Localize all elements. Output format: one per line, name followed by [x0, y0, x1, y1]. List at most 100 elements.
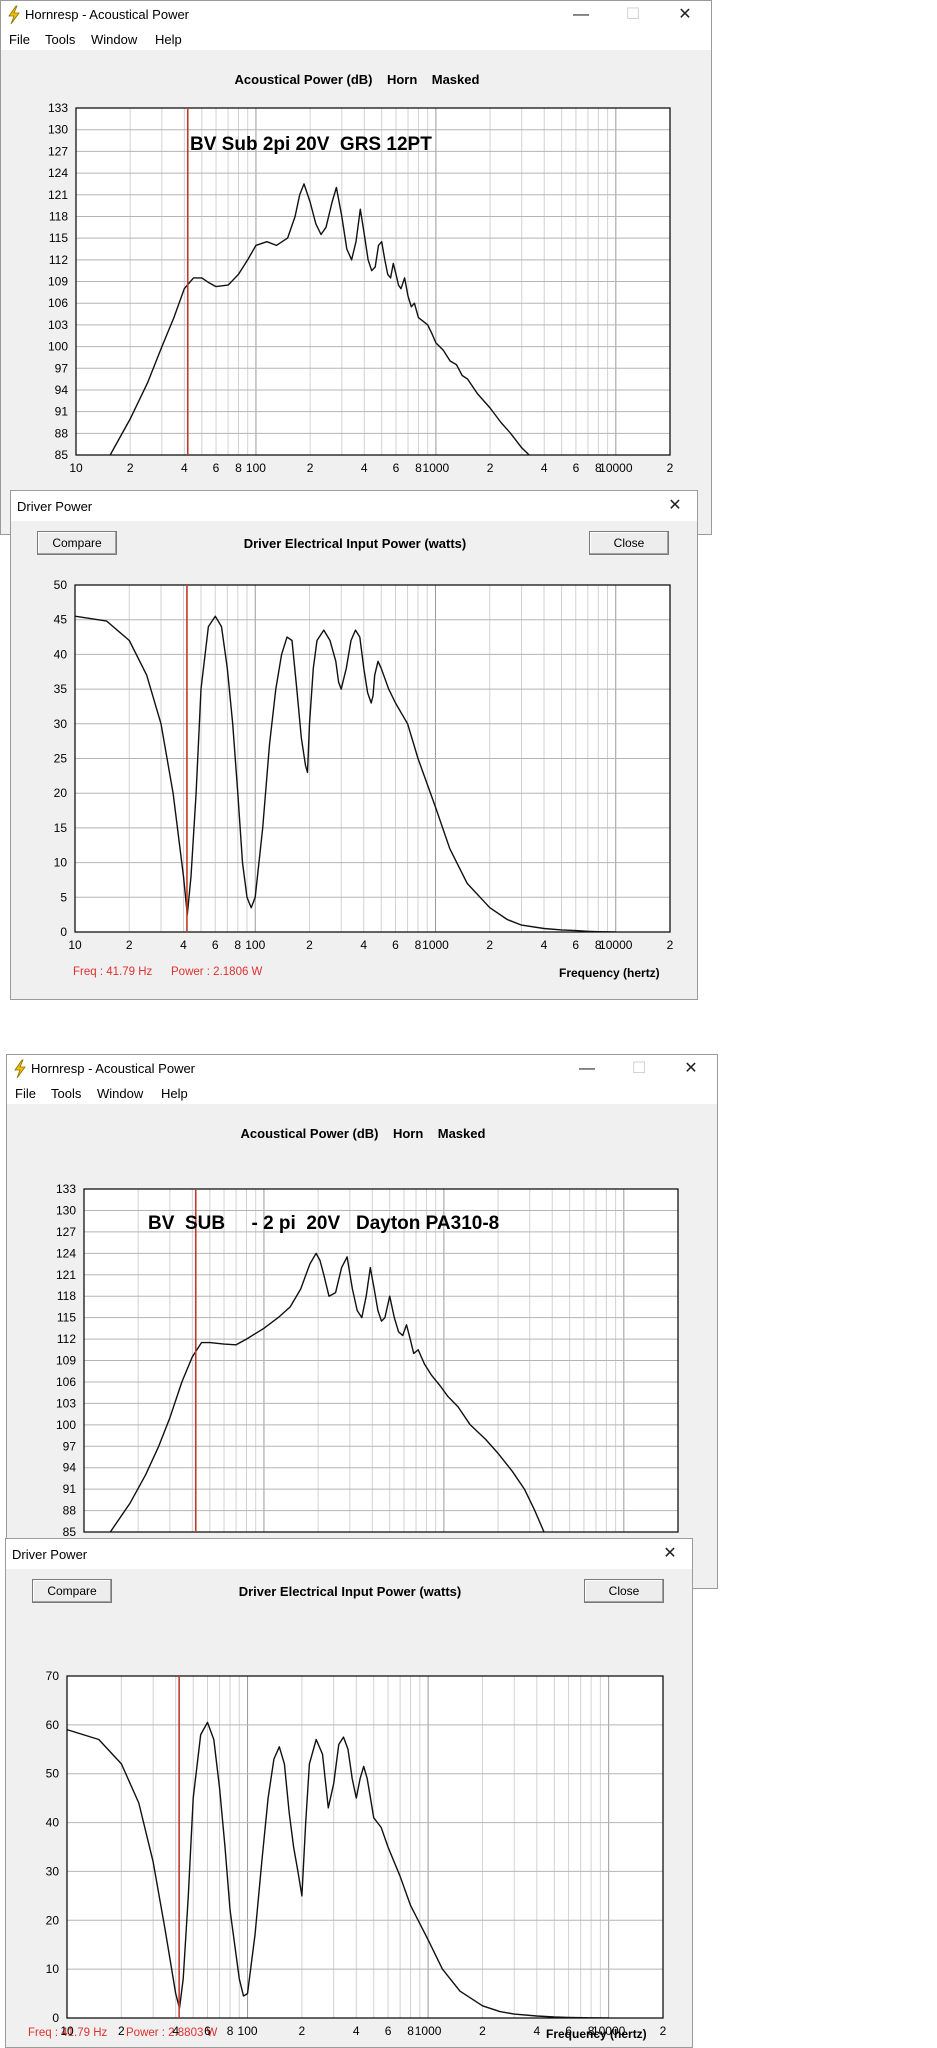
y-tick-label: 118: [57, 1289, 76, 1303]
y-tick-label: 88: [55, 426, 69, 440]
driver-title-bar: Driver Power ✕: [11, 491, 697, 521]
x-tick-label: 2: [667, 938, 674, 952]
y-tick-label: 10: [54, 856, 68, 870]
title-bar: Hornresp - Acoustical Power — ☐ ✕: [7, 1055, 717, 1083]
window-title: Hornresp - Acoustical Power: [25, 7, 190, 22]
y-tick-label: 85: [55, 448, 69, 462]
status-frequency: Freq : 41.79 Hz: [28, 2027, 108, 2039]
y-tick-label: 20: [54, 786, 68, 800]
x-tick-label: 10000: [592, 2024, 626, 2038]
x-tick-label: 10: [60, 2024, 74, 2038]
x-tick-label: 1000: [422, 938, 449, 952]
x-tick-label: 2: [486, 938, 493, 952]
frequency-axis-label: Frequency (hertz): [559, 966, 660, 980]
y-tick-label: 133: [48, 101, 68, 115]
y-tick-label: 0: [52, 2011, 59, 2025]
driver-close-x-button[interactable]: ✕: [668, 497, 682, 514]
menu-tools[interactable]: Tools: [45, 32, 76, 47]
window-title: Hornresp - Acoustical Power: [31, 1061, 196, 1076]
screenshot-group-1: Hornresp - Acoustical Power — ☐ ✕ File T…: [0, 0, 937, 1000]
x-tick-label: 6: [572, 938, 579, 952]
x-tick-label: 4: [361, 461, 368, 475]
y-tick-label: 5: [60, 890, 67, 904]
x-tick-label: 4: [541, 461, 548, 475]
minimize-button[interactable]: —: [573, 6, 589, 23]
x-tick-label: 6: [213, 461, 220, 475]
x-tick-label: 4: [533, 2024, 540, 2038]
y-tick-label: 100: [56, 1418, 76, 1432]
plot-frame: [83, 1188, 679, 1533]
maximize-button[interactable]: ☐: [625, 6, 641, 23]
close-window-button[interactable]: ✕: [684, 1060, 698, 1077]
title-bar: Hornresp - Acoustical Power — ☐ ✕: [1, 1, 711, 29]
menu-help[interactable]: Help: [155, 32, 182, 47]
x-tick-label: 6: [393, 461, 400, 475]
y-tick-label: 121: [56, 1268, 76, 1282]
status-frequency: Freq : 41.79 Hz: [73, 966, 153, 978]
menu-window[interactable]: Window: [91, 32, 138, 47]
status-power: Power : 2.1806 W: [171, 966, 263, 978]
x-tick-label: 4: [181, 461, 188, 475]
acoustical-power-chart[interactable]: 8588919497100103106109112115118121124127…: [0, 0, 712, 535]
y-tick-label: 45: [54, 613, 68, 627]
x-tick-label: 6: [573, 461, 580, 475]
y-tick-label: 109: [48, 275, 68, 289]
y-tick-label: 127: [48, 144, 68, 158]
y-tick-label: 0: [60, 925, 67, 939]
y-tick-label: 10: [46, 1962, 60, 1976]
menu-help[interactable]: Help: [161, 1086, 188, 1101]
x-tick-label: 6: [204, 2024, 211, 2038]
plot-frame: [74, 584, 671, 933]
y-tick-label: 118: [49, 209, 68, 223]
x-tick-label: 2: [299, 2024, 306, 2038]
x-tick-label: 2: [306, 938, 313, 952]
y-tick-label: 91: [55, 405, 69, 419]
x-tick-label: 100: [246, 461, 266, 475]
compare-button[interactable]: Compare: [37, 531, 117, 555]
series-line: [109, 1252, 545, 1532]
y-tick-label: 133: [56, 1182, 76, 1196]
x-tick-label: 8: [595, 461, 602, 475]
y-tick-label: 130: [56, 1203, 76, 1217]
menu-file[interactable]: File: [9, 32, 30, 47]
x-tick-label: 6: [385, 2024, 392, 2038]
menu-bar: File Tools Window Help: [1, 29, 711, 50]
x-tick-label: 10000: [599, 461, 633, 475]
y-tick-label: 85: [63, 1525, 77, 1539]
status-power: Power : 2.8803 W: [126, 2027, 218, 2039]
x-tick-label: 100: [238, 2024, 258, 2038]
y-tick-label: 124: [56, 1246, 76, 1260]
driver-close-x-button[interactable]: ✕: [663, 1545, 677, 1562]
x-tick-label: 8: [407, 2024, 414, 2038]
y-tick-label: 50: [54, 578, 68, 592]
hornresp-lightning-icon: [8, 5, 20, 25]
y-tick-label: 112: [49, 253, 68, 267]
x-tick-label: 4: [180, 938, 187, 952]
acoustical-power-chart[interactable]: 8588919497100103106109112115118121124127…: [6, 1054, 718, 1589]
y-tick-label: 115: [49, 231, 68, 245]
y-tick-label: 115: [57, 1311, 76, 1325]
x-tick-label: 2: [487, 461, 494, 475]
driver-title-bar: Driver Power ✕: [6, 1539, 692, 1569]
menu-tools[interactable]: Tools: [51, 1086, 82, 1101]
x-tick-label: 8: [234, 938, 241, 952]
y-tick-label: 60: [46, 1718, 60, 1732]
y-tick-label: 40: [54, 647, 68, 661]
plot-frame: [66, 1675, 664, 2019]
y-tick-label: 94: [55, 383, 69, 397]
menu-window[interactable]: Window: [97, 1086, 144, 1101]
close-button[interactable]: Close: [584, 1579, 664, 1603]
y-tick-label: 121: [48, 188, 68, 202]
x-tick-label: 2: [660, 2024, 667, 2038]
maximize-button[interactable]: ☐: [631, 1060, 647, 1077]
close-window-button[interactable]: ✕: [678, 6, 692, 23]
minimize-button[interactable]: —: [579, 1060, 595, 1077]
y-tick-label: 88: [63, 1504, 77, 1518]
y-tick-label: 130: [48, 123, 68, 137]
compare-button[interactable]: Compare: [32, 1579, 112, 1603]
close-button[interactable]: Close: [589, 531, 669, 555]
hornresp-lightning-icon: [14, 1059, 26, 1079]
menu-file[interactable]: File: [15, 1086, 36, 1101]
